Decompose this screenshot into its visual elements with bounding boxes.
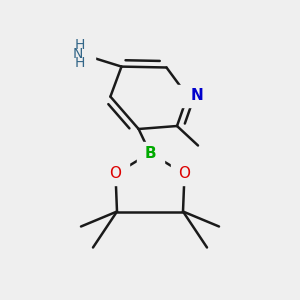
Bar	[174, 85, 201, 107]
Text: N: N	[73, 47, 83, 61]
Text: N: N	[190, 88, 203, 104]
Bar	[171, 163, 198, 185]
Bar	[68, 43, 94, 65]
Bar	[136, 142, 164, 164]
Text: O: O	[178, 167, 190, 182]
Text: H: H	[74, 56, 85, 70]
Text: O: O	[110, 167, 122, 182]
Bar	[102, 163, 129, 185]
Text: B: B	[144, 146, 156, 160]
Text: H: H	[74, 38, 85, 52]
